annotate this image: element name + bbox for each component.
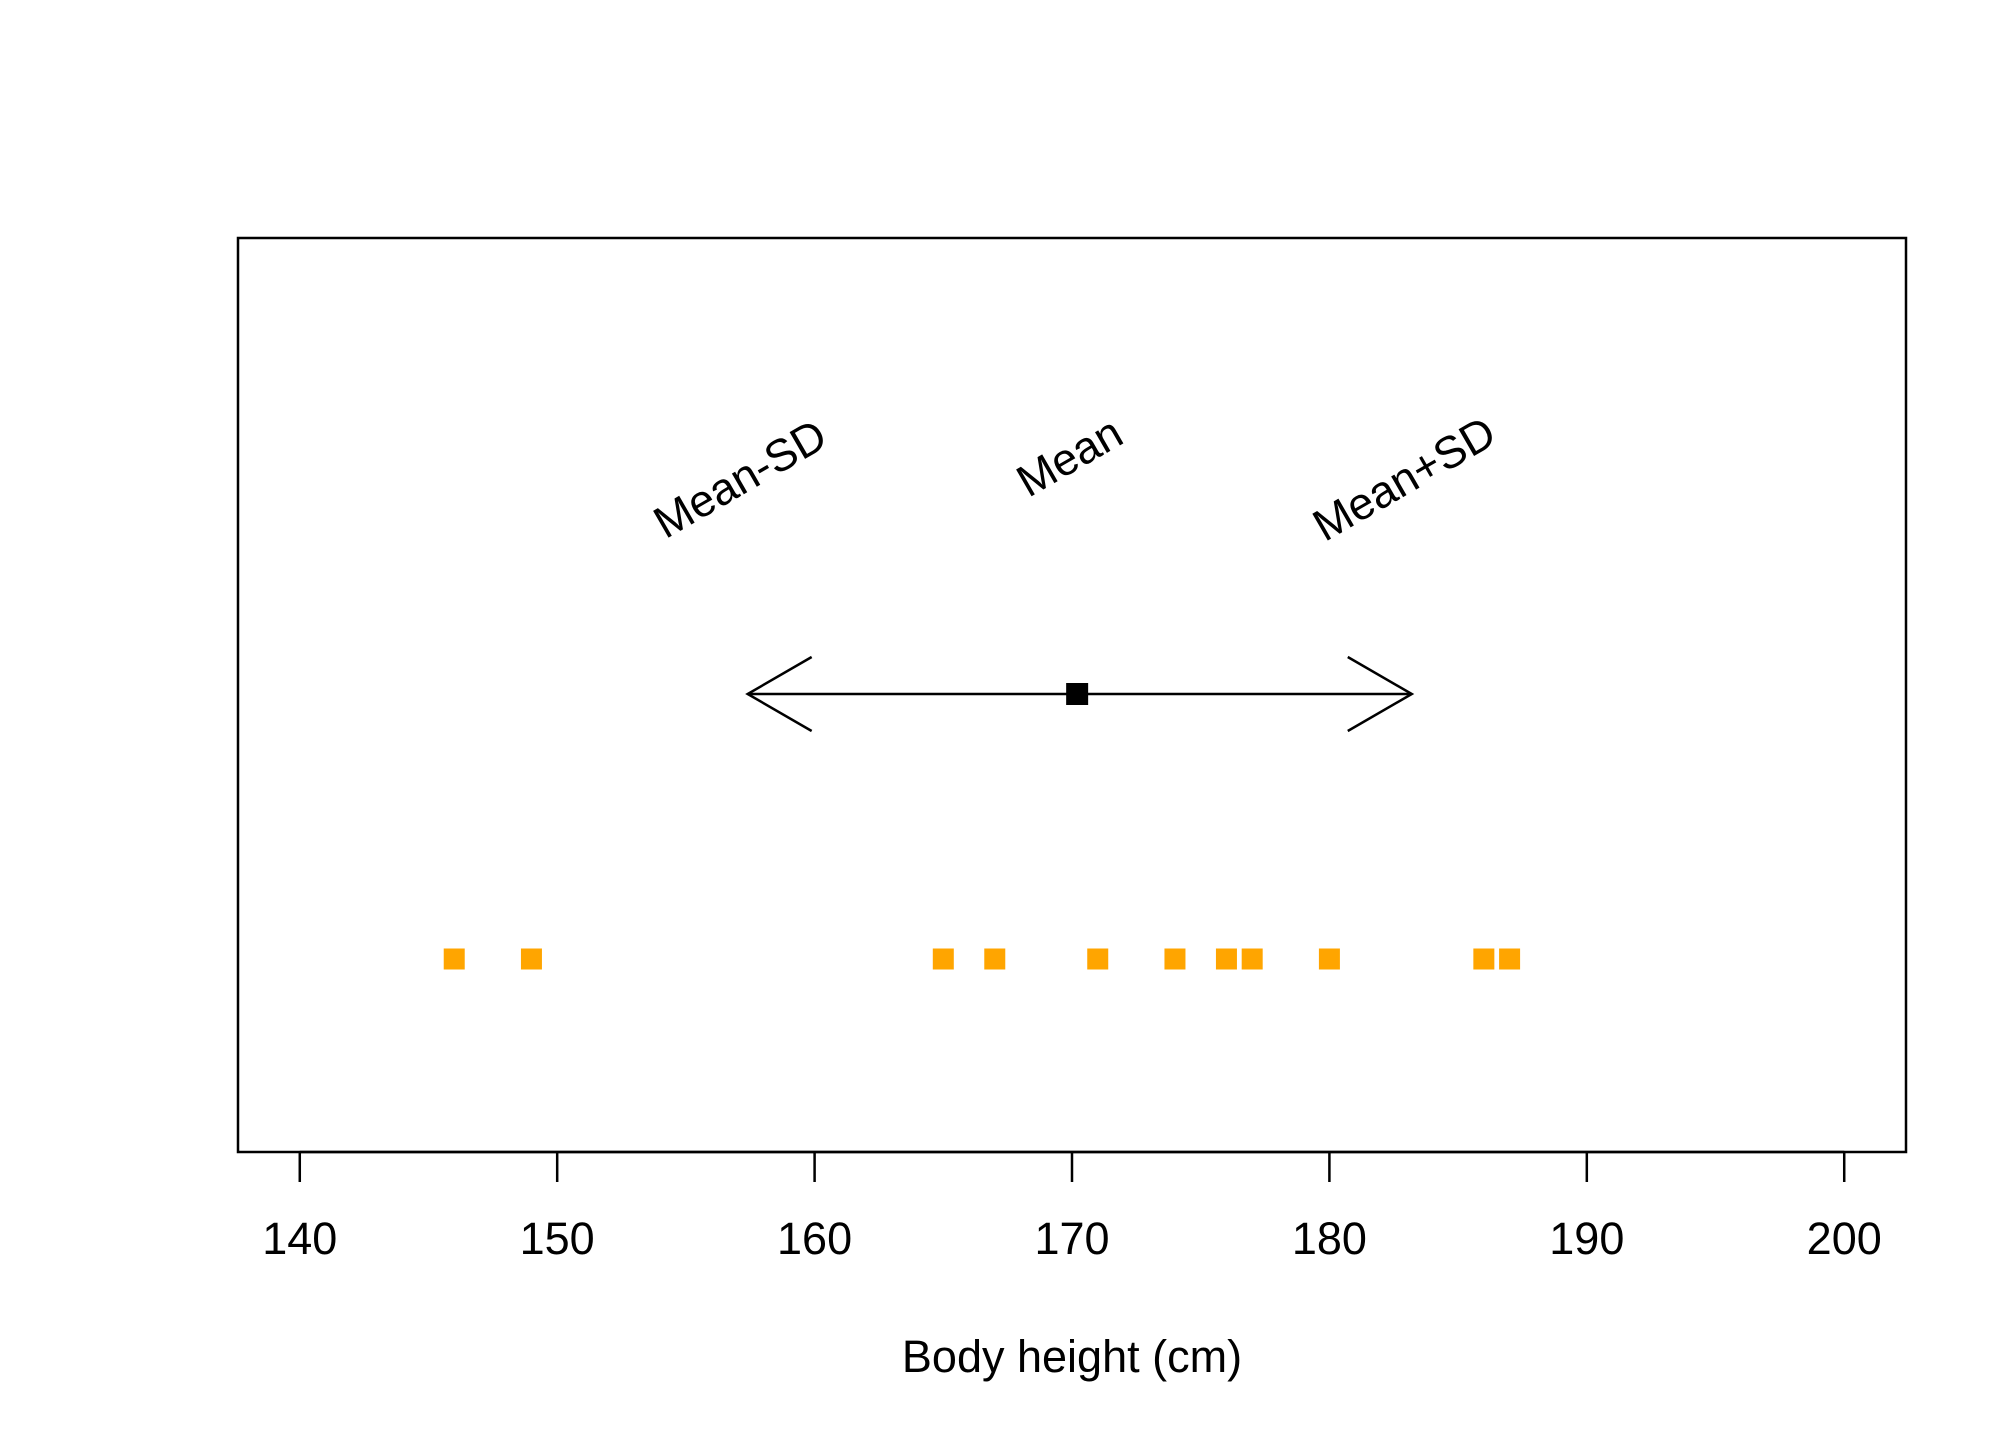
arrowhead-right [1347,655,1415,733]
data-point-10 [1473,948,1495,970]
mean-point [1066,683,1089,705]
data-point-9 [1318,948,1340,970]
data-point-1 [443,948,465,970]
arrowhead-left [745,655,813,733]
data-point-5 [1087,948,1109,970]
data-point-8 [1241,948,1263,970]
x-ticks: 140 150 160 170 180 190 200 [262,1152,1882,1264]
data-point-7 [1215,948,1237,970]
data-point-11 [1499,948,1521,970]
x-tick-label-140: 140 [262,1213,337,1264]
data-point-2 [520,948,542,970]
x-tick-label-170: 170 [1034,1213,1109,1264]
x-tick-label-160: 160 [777,1213,852,1264]
x-tick-label-190: 190 [1549,1213,1624,1264]
data-point-6 [1164,948,1186,970]
x-tick-label-200: 200 [1807,1213,1882,1264]
data-point-4 [984,948,1006,970]
mean-sd-interval [745,655,1415,733]
data-points [443,948,1521,970]
x-tick-label-180: 180 [1292,1213,1367,1264]
data-point-3 [932,948,954,970]
x-axis: 140 150 160 170 180 190 200 [262,1150,1882,1264]
x-tick-label-150: 150 [520,1213,595,1264]
x-axis-title: Body height (cm) [902,1331,1242,1382]
